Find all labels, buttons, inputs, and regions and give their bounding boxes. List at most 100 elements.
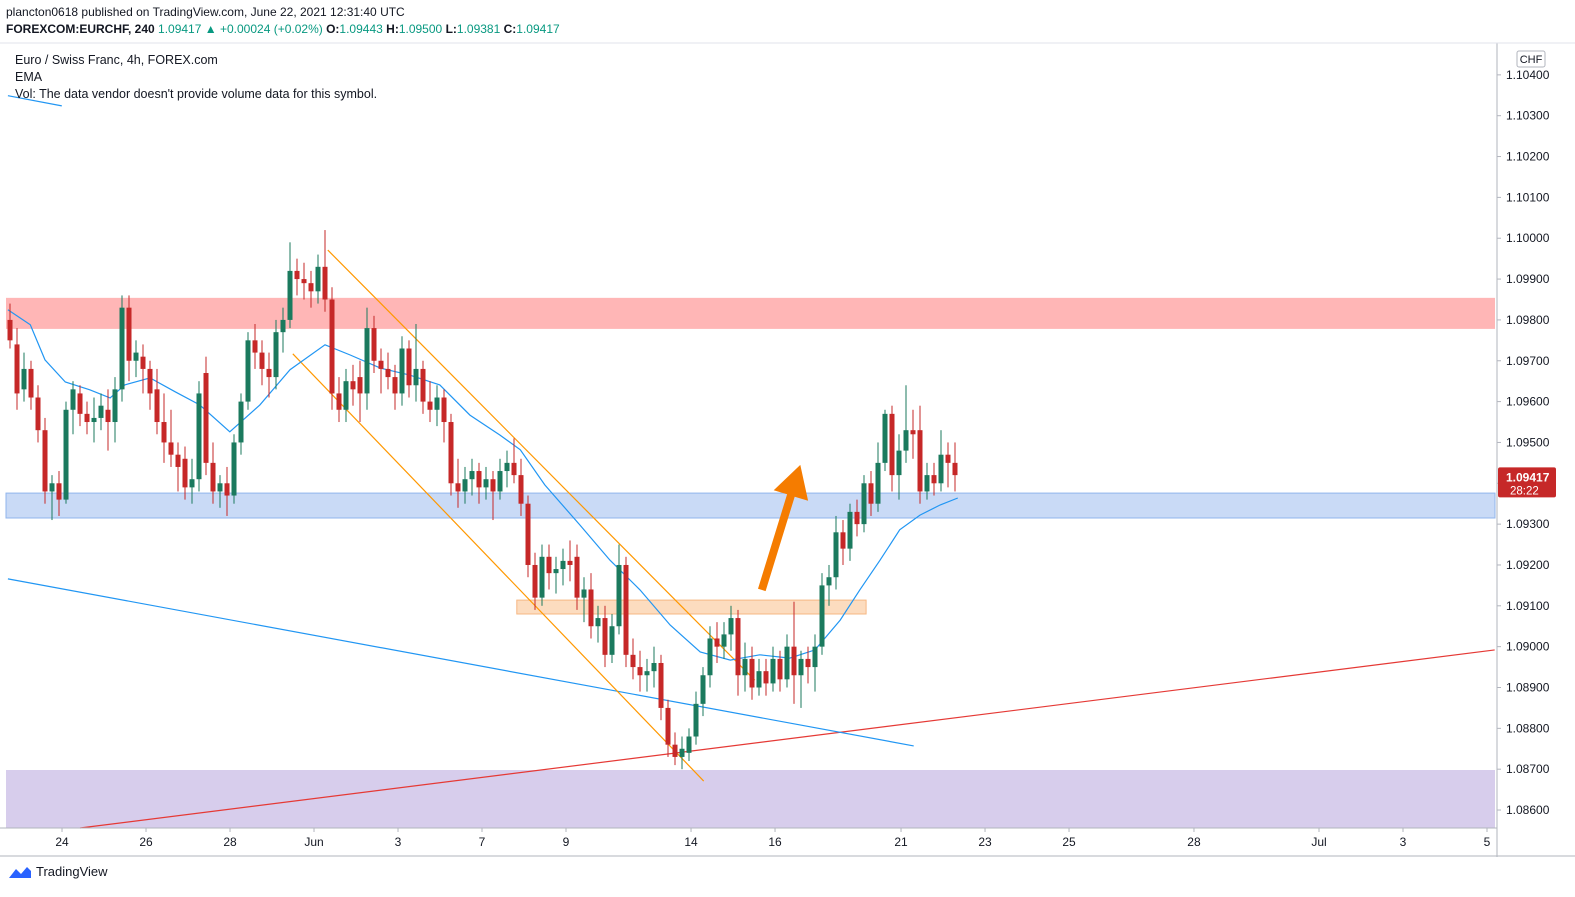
candle-body	[364, 328, 370, 394]
candle-body	[7, 319, 13, 341]
x-tick-label: 28	[223, 835, 237, 849]
trend-line	[7, 578, 914, 747]
zone	[516, 599, 867, 615]
zone	[6, 770, 1495, 828]
candle-body	[665, 707, 671, 745]
x-tick-label: Jun	[304, 835, 323, 849]
candle-body	[105, 409, 111, 423]
countdown: 28:22	[1510, 485, 1539, 497]
candle-body	[938, 454, 944, 484]
candle-body	[140, 356, 146, 369]
trend-line	[7, 95, 62, 107]
candle-body	[630, 654, 636, 668]
candle-body	[574, 556, 580, 598]
trend-line	[327, 249, 756, 681]
candle-body	[658, 662, 664, 708]
legend-ema: EMA	[15, 70, 43, 84]
candle-body	[301, 279, 307, 284]
l-label: L:	[445, 22, 457, 36]
candle-body	[329, 299, 335, 394]
candle-body	[287, 270, 293, 320]
y-tick-label: 1.09000	[1506, 640, 1550, 654]
candle-body	[917, 430, 923, 492]
candle-body	[182, 458, 188, 488]
candle-body	[637, 667, 643, 676]
candle-body	[511, 462, 517, 476]
candle-body	[567, 560, 573, 565]
candle-body	[448, 422, 454, 484]
candle-body	[504, 462, 510, 472]
candle-body	[462, 479, 468, 492]
x-tick-label: 3	[1400, 835, 1407, 849]
candle-body	[350, 381, 356, 390]
c: 1.09417	[516, 22, 560, 36]
legend-vol: Vol: The data vendor doesn't provide vol…	[15, 87, 378, 101]
candle-body	[161, 422, 167, 443]
candle-body	[294, 270, 300, 280]
candle-body	[819, 585, 825, 647]
candle-body	[217, 483, 223, 492]
legend-title: Euro / Swiss Franc, 4h, FOREX.com	[15, 53, 218, 67]
candle-body	[252, 340, 258, 353]
candle-body	[616, 564, 622, 627]
arrow	[758, 464, 809, 592]
candle-body	[770, 658, 776, 684]
candle-body	[826, 577, 832, 586]
y-tick-label: 1.09500	[1506, 435, 1550, 449]
o-label: O:	[326, 22, 340, 36]
last-price: 1.09417	[1506, 470, 1550, 484]
h-label: H:	[386, 22, 399, 36]
candle-body	[602, 618, 608, 655]
candle-body	[231, 442, 237, 496]
x-tick-label: 5	[1484, 835, 1491, 849]
l: 1.09381	[456, 22, 501, 36]
h: 1.09500	[398, 22, 443, 36]
candle-body	[49, 483, 55, 492]
candle-body	[224, 483, 230, 496]
y-tick-label: 1.08900	[1506, 681, 1550, 695]
candle-body	[875, 462, 881, 504]
x-tick-label: 3	[395, 835, 402, 849]
candle-body	[525, 503, 531, 565]
candle-body	[196, 393, 202, 480]
candle-body	[77, 393, 83, 414]
x-tick-label: 16	[768, 835, 782, 849]
candle-body	[42, 430, 48, 492]
candle-body	[245, 340, 251, 402]
logo	[9, 866, 31, 878]
candle-body	[469, 471, 475, 480]
y-tick-label: 1.09300	[1506, 517, 1550, 531]
candle-body	[322, 266, 328, 300]
candle-body	[28, 368, 34, 398]
publisher: plancton0618 published on TradingView.co…	[6, 5, 405, 19]
candle-body	[924, 475, 930, 492]
y-tick-label: 1.10300	[1506, 109, 1550, 123]
candle-body	[336, 393, 342, 410]
candle-body	[238, 401, 244, 443]
candle-body	[119, 307, 125, 390]
currency-box	[1516, 50, 1546, 68]
x-tick-label: 21	[894, 835, 908, 849]
candle-body	[700, 675, 706, 704]
change-value: +0.00024 (+0.02%)	[219, 22, 323, 36]
candle-body	[742, 658, 748, 676]
candle-body	[420, 368, 426, 402]
x-tick-label: 23	[978, 835, 992, 849]
change: ▲ +0.00024 (+0.02%)	[204, 22, 323, 36]
candle-body	[14, 344, 20, 394]
currency: CHF	[1520, 54, 1543, 66]
candle-body	[693, 703, 699, 737]
y-tick-label: 1.10100	[1506, 190, 1550, 204]
candle-body	[840, 532, 846, 549]
candle-body	[623, 564, 629, 655]
candle-body	[595, 618, 601, 627]
candle-body	[672, 744, 678, 757]
candle-body	[609, 626, 615, 655]
candle-body	[483, 479, 489, 488]
x-tick-label: 28	[1187, 835, 1201, 849]
candle-body	[784, 646, 790, 680]
candle-body	[273, 332, 279, 378]
candle-body	[651, 662, 657, 672]
candle-body	[133, 352, 139, 361]
candle-body	[399, 348, 405, 394]
